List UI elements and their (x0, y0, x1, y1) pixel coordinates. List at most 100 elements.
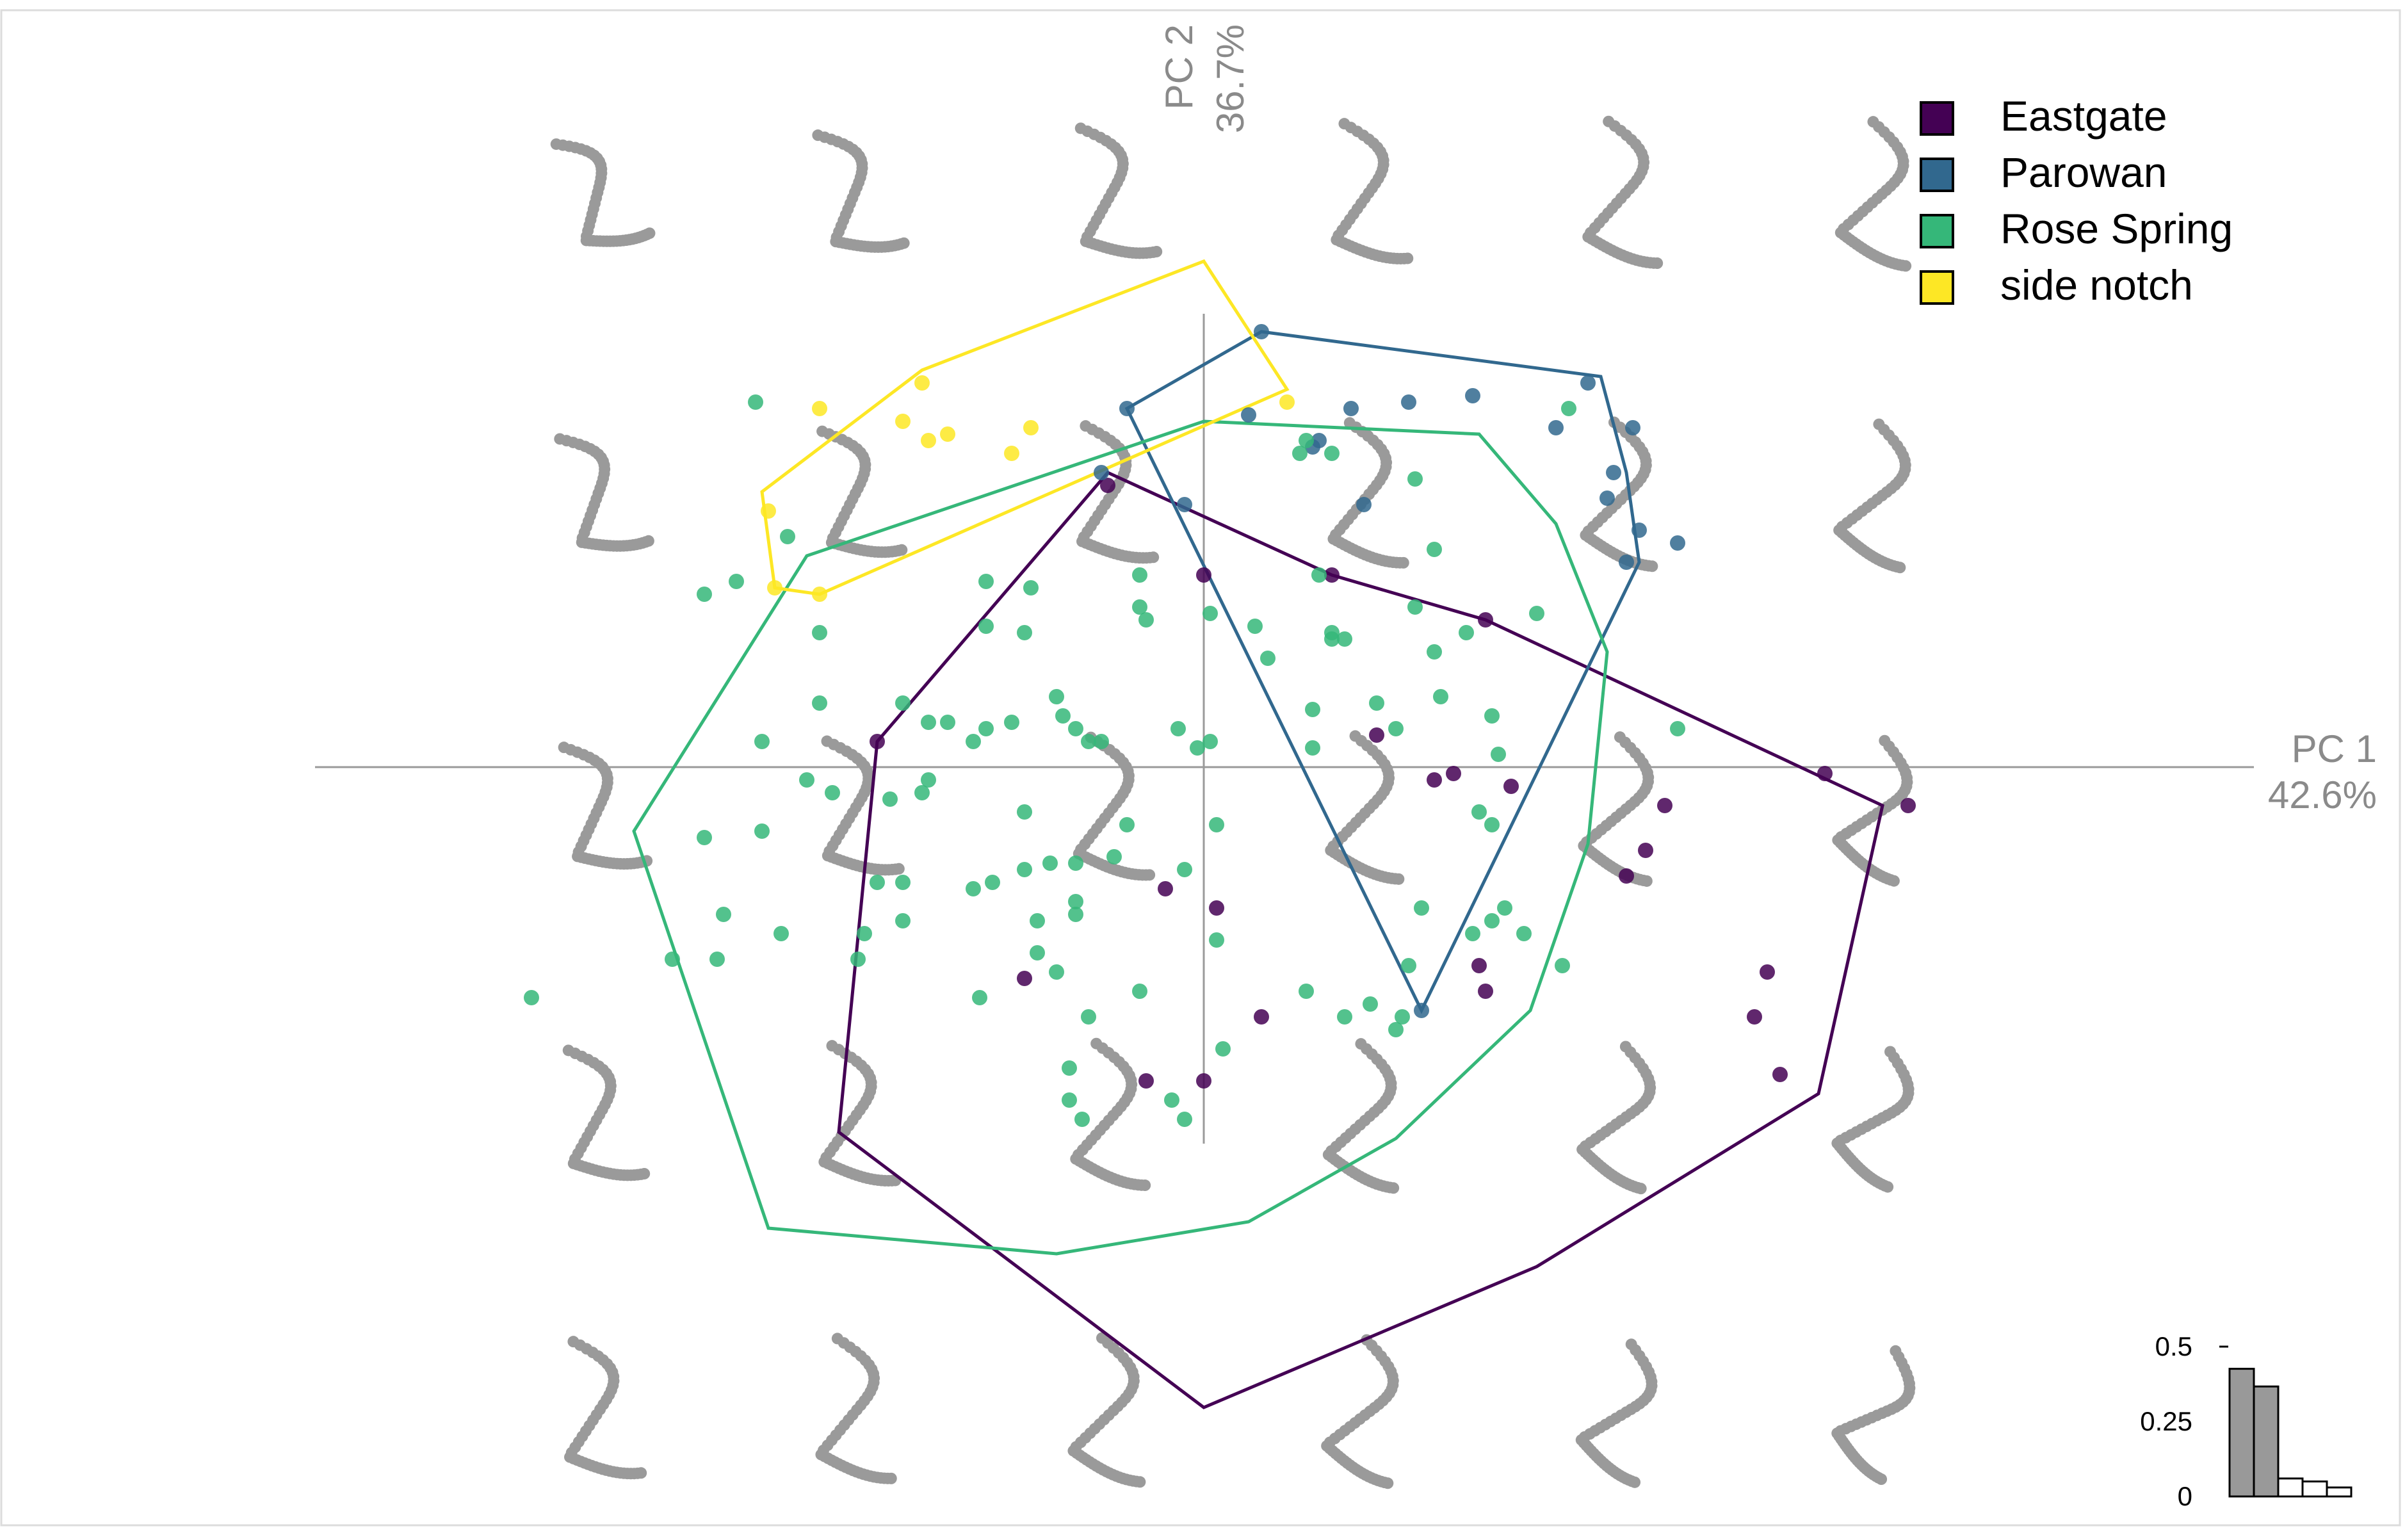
data-point (1638, 843, 1653, 858)
data-point (1619, 555, 1634, 570)
legend-swatch (1920, 270, 1954, 305)
data-point (1324, 446, 1340, 461)
data-point (1081, 1009, 1096, 1025)
background-shape-dot (635, 1467, 647, 1479)
data-point (812, 695, 827, 711)
background-shape-dot (893, 863, 905, 875)
background-outline-shape (1074, 122, 1163, 259)
data-point (1369, 695, 1384, 711)
background-outline-shape (1076, 420, 1160, 564)
legend-item: side notch (1920, 261, 2193, 309)
background-outline-shape (1831, 1345, 1916, 1486)
data-point (1484, 708, 1500, 724)
legend-item: Parowan (1920, 149, 2167, 196)
data-point (1401, 394, 1416, 410)
data-point (966, 881, 981, 896)
data-point (857, 926, 872, 941)
hull-rose-spring (632, 419, 1609, 1256)
background-outline-shape (821, 735, 905, 876)
data-point (1004, 715, 1019, 730)
data-point (978, 574, 994, 589)
data-point (1305, 740, 1320, 756)
data-point (1138, 1073, 1154, 1089)
data-point (1017, 804, 1032, 820)
data-point (914, 785, 930, 800)
data-point (1209, 900, 1224, 916)
variance-inset-bar-chart: 0 0.25 0.5 (2140, 1331, 2352, 1511)
background-outline-shape (564, 1336, 647, 1480)
y-axis-label: PC 2 (1158, 24, 1201, 109)
legend-label: Parowan (2000, 149, 2167, 196)
series-side-notch (761, 375, 1295, 602)
data-point (1292, 446, 1308, 461)
data-point (812, 587, 827, 602)
data-point (1817, 766, 1833, 781)
data-point (1062, 1092, 1077, 1108)
hull-eastgate (837, 470, 1884, 1409)
data-point (895, 695, 911, 711)
data-point (1299, 984, 1314, 999)
data-point (812, 625, 827, 640)
data-point (716, 907, 731, 922)
data-point (1049, 964, 1064, 980)
data-point (1555, 958, 1570, 973)
data-point (1599, 490, 1615, 506)
data-point (748, 394, 763, 410)
data-point (1516, 926, 1532, 941)
inset-bar (2228, 1368, 2255, 1498)
data-point (1100, 478, 1115, 493)
data-point (1471, 958, 1487, 973)
data-point (1202, 606, 1218, 621)
background-outline-shape (1067, 1332, 1146, 1488)
data-point (921, 715, 936, 730)
data-point (1042, 855, 1058, 871)
series-eastgate (870, 478, 1916, 1089)
data-point (850, 952, 866, 967)
background-outline-shape (1834, 116, 1912, 272)
data-point (895, 913, 911, 928)
data-points (524, 324, 1916, 1127)
data-point (709, 952, 725, 967)
data-point (1068, 721, 1083, 736)
data-point (1119, 401, 1135, 416)
legend-label: Rose Spring (2000, 205, 2233, 252)
data-point (1625, 420, 1640, 435)
background-shapes (550, 115, 1916, 1489)
data-point (1254, 324, 1269, 339)
inset-bar (2301, 1480, 2328, 1498)
background-shape-dot (1888, 875, 1900, 887)
data-point (1548, 420, 1564, 435)
data-point (1369, 727, 1384, 743)
data-point (1209, 932, 1224, 948)
data-point (1561, 401, 1576, 416)
background-outline-shape (1070, 1037, 1151, 1192)
data-point (1337, 1009, 1352, 1025)
data-point (1337, 631, 1352, 647)
data-point (1343, 401, 1359, 416)
data-point (1401, 958, 1416, 973)
data-point (1580, 375, 1596, 391)
data-point (1177, 862, 1192, 877)
data-point (966, 734, 981, 749)
background-outline-shape (1833, 418, 1911, 574)
background-shape-dot (1651, 257, 1664, 270)
data-point (1030, 913, 1045, 928)
background-shape-dot (1635, 1183, 1647, 1195)
data-point (870, 734, 885, 749)
legend: Eastgate Parowan Rose Spring side notch (1920, 92, 2233, 309)
data-point (1299, 433, 1314, 448)
data-point (1747, 1009, 1762, 1025)
data-point (882, 791, 898, 807)
data-point (1196, 567, 1211, 583)
data-point (1478, 984, 1493, 999)
data-point (1772, 1067, 1788, 1082)
background-shape-dot (1875, 1473, 1888, 1486)
data-point (1254, 1009, 1269, 1025)
data-point (1094, 465, 1109, 480)
data-point (1023, 580, 1039, 596)
data-point (940, 426, 955, 442)
background-shape-dot (896, 544, 908, 556)
data-point (1619, 868, 1634, 884)
